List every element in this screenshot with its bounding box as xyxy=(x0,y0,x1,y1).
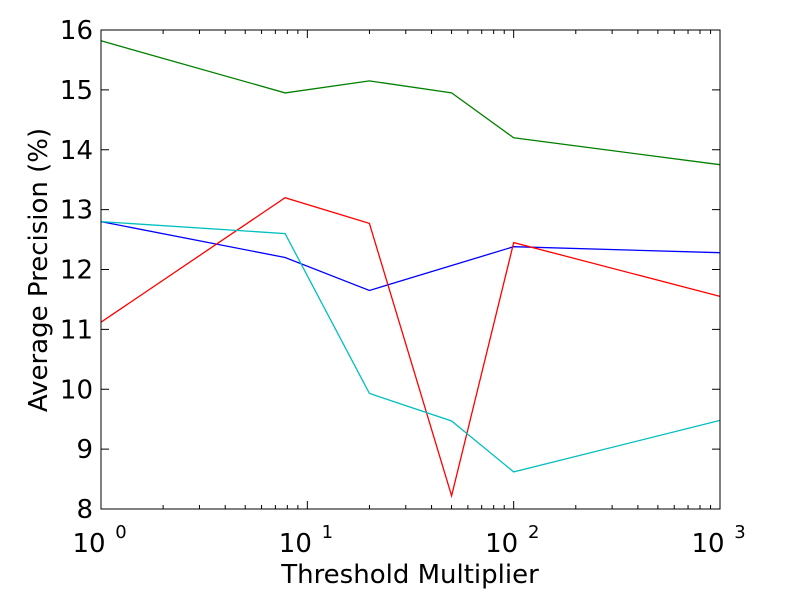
y-tick-label: 9 xyxy=(76,435,93,465)
x-axis-label: Threshold Multiplier xyxy=(280,560,539,590)
x-tick-exponent: 0 xyxy=(115,522,126,543)
tick-layer: 8 9 10 11 12 13 14 15 16 10 0 10 1 10 2 10 3 xyxy=(60,16,746,559)
series-line-1 xyxy=(100,40,721,166)
y-tick-label: 16 xyxy=(60,16,93,46)
x-tick-label: 10 xyxy=(279,529,312,559)
y-axis-label: Average Precision (%) xyxy=(24,128,54,412)
y-tick-label: 11 xyxy=(60,315,93,345)
y-tick-label: 15 xyxy=(60,76,93,106)
x-tick-exponent: 2 xyxy=(528,522,539,543)
x-tick-label: 10 xyxy=(691,529,724,559)
y-tick-label: 8 xyxy=(76,495,93,525)
x-tick-exponent: 3 xyxy=(734,522,745,543)
series-layer xyxy=(100,40,721,499)
series-line-2 xyxy=(100,220,721,292)
x-tick-label: 10 xyxy=(72,529,105,559)
x-tick-label: 10 xyxy=(485,529,518,559)
x-tick-exponent: 1 xyxy=(322,522,333,543)
y-tick-label: 10 xyxy=(60,375,93,405)
series-line-4 xyxy=(100,220,721,473)
series-line-3 xyxy=(100,196,721,499)
y-tick-label: 14 xyxy=(60,136,93,166)
y-tick-label: 12 xyxy=(60,256,93,286)
y-tick-label: 13 xyxy=(60,196,93,226)
plot-frame xyxy=(100,29,721,510)
